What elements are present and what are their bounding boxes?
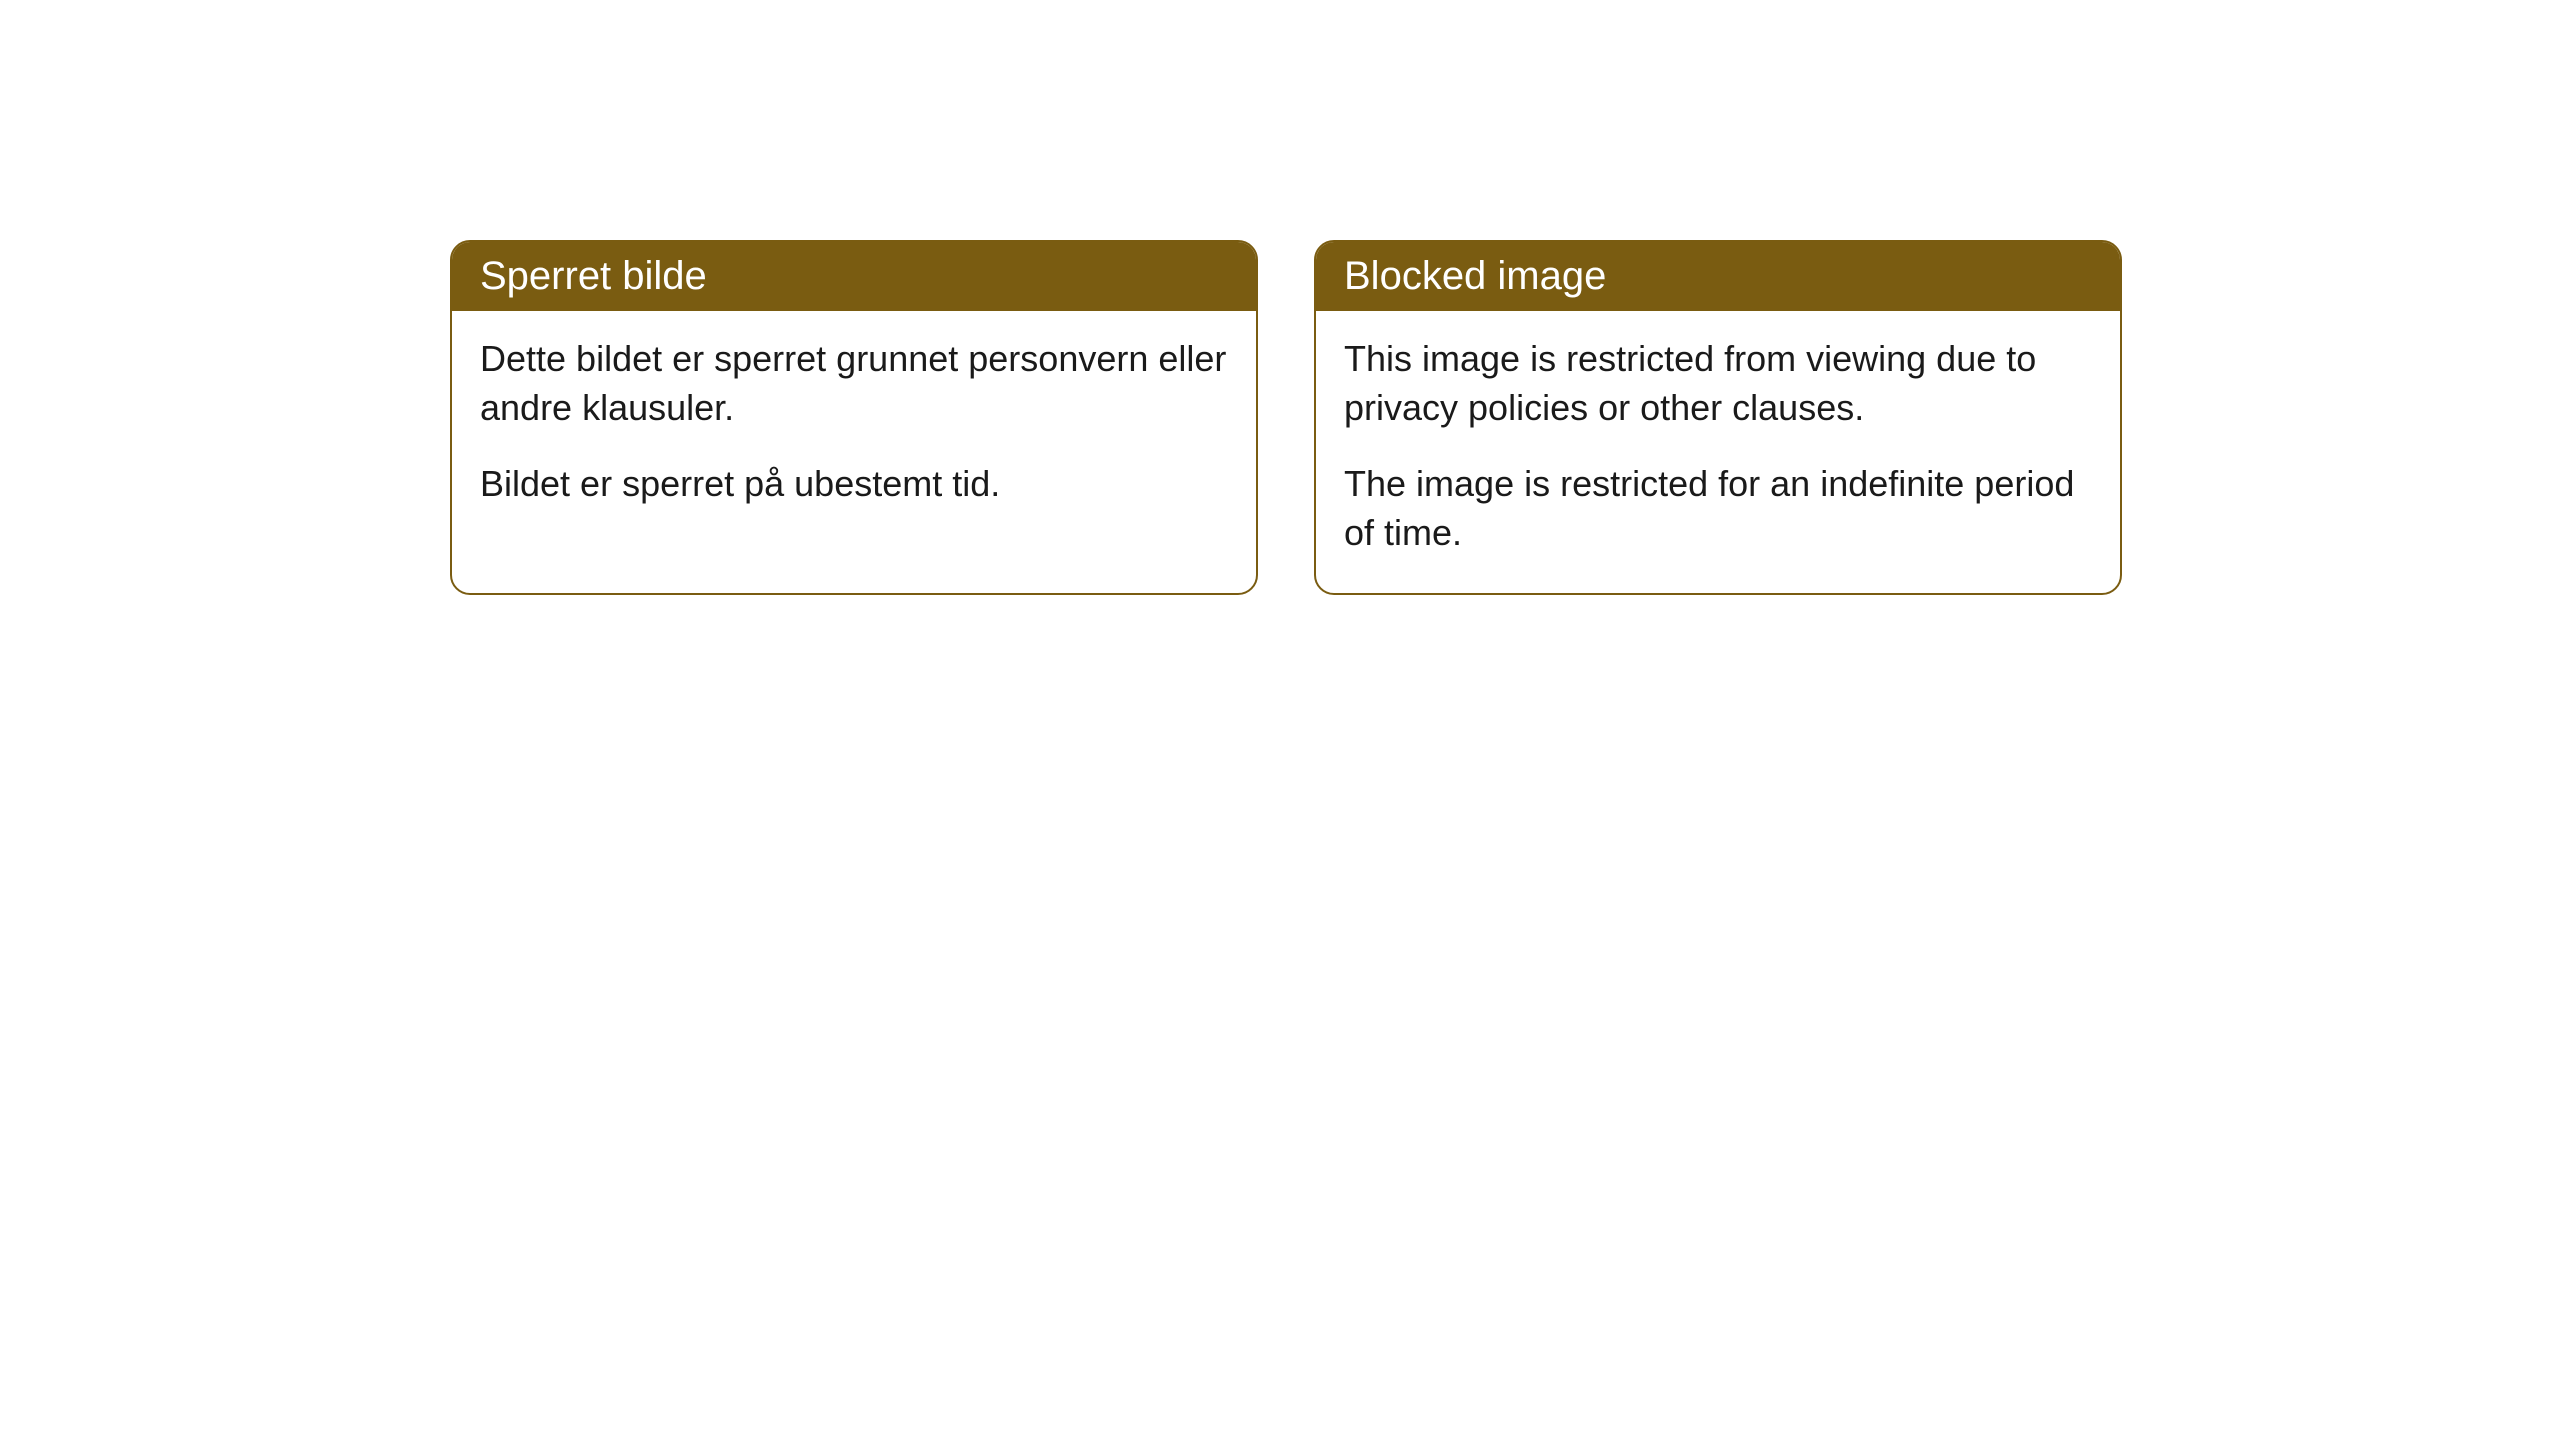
- card-paragraph: Bildet er sperret på ubestemt tid.: [480, 460, 1228, 509]
- card-paragraph: Dette bildet er sperret grunnet personve…: [480, 335, 1228, 432]
- card-paragraph: This image is restricted from viewing du…: [1344, 335, 2092, 432]
- blocked-image-card-norwegian: Sperret bilde Dette bildet er sperret gr…: [450, 240, 1258, 595]
- cards-container: Sperret bilde Dette bildet er sperret gr…: [450, 240, 2122, 595]
- card-header: Blocked image: [1316, 242, 2120, 311]
- card-title: Sperret bilde: [480, 254, 707, 298]
- blocked-image-card-english: Blocked image This image is restricted f…: [1314, 240, 2122, 595]
- card-header: Sperret bilde: [452, 242, 1256, 311]
- card-paragraph: The image is restricted for an indefinit…: [1344, 460, 2092, 557]
- card-body: Dette bildet er sperret grunnet personve…: [452, 311, 1256, 545]
- card-title: Blocked image: [1344, 254, 1606, 298]
- card-body: This image is restricted from viewing du…: [1316, 311, 2120, 593]
